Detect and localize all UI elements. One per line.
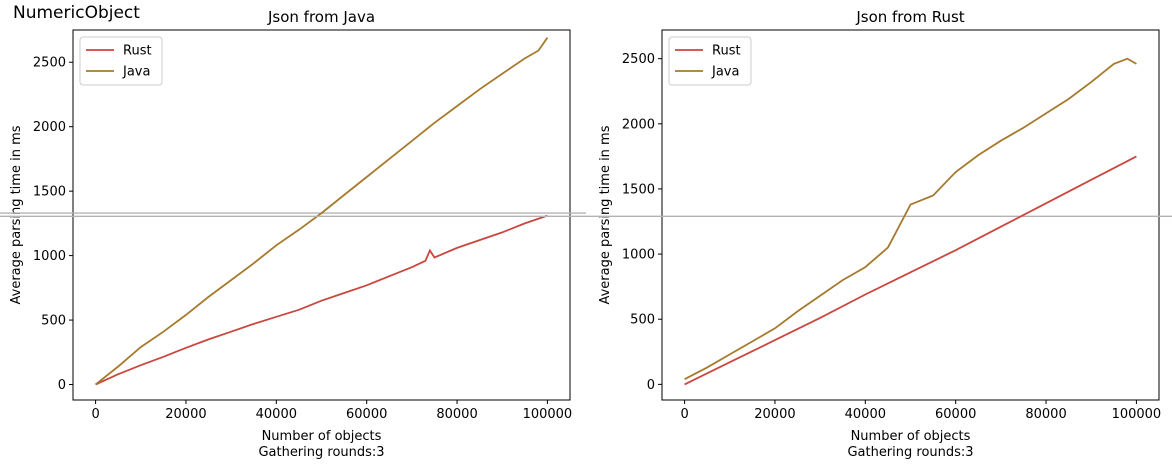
legend-entry: Rust (712, 44, 741, 59)
x-tick-label: 60000 (346, 407, 387, 422)
y-tick-label: 2500 (622, 52, 655, 67)
y-tick-label: 500 (41, 314, 66, 329)
legend-entry: Rust (123, 44, 152, 59)
legend-entry: Java (122, 65, 150, 80)
series-line-rust (95, 214, 548, 386)
figure-title: NumericObject (13, 3, 140, 23)
chart-title: Json from Rust (855, 8, 964, 26)
plot-frame (661, 29, 1160, 401)
x-tick-label: 20000 (754, 407, 795, 422)
x-tick-label: 80000 (436, 407, 477, 422)
series-line-rust (684, 155, 1137, 386)
y-tick-label: 0 (58, 378, 66, 393)
y-tick-label: 2000 (33, 120, 66, 135)
series-line-java (684, 57, 1137, 380)
chart-title: Json from Java (267, 8, 375, 26)
x-tick-label: 40000 (845, 407, 886, 422)
x-tick-label: 20000 (165, 407, 206, 422)
y-tick-label: 2000 (622, 117, 655, 132)
legend-box (668, 36, 752, 86)
y-tick-label: 1000 (33, 249, 66, 264)
x-tick-label: 60000 (935, 407, 976, 422)
x-tick-label: 100000 (523, 407, 573, 422)
y-axis-label: Average parsing time in ms (598, 125, 613, 304)
series-line-java (95, 37, 549, 386)
y-tick-label: 500 (630, 313, 655, 328)
x-tick-label: 0 (680, 407, 688, 422)
y-tick-label: 1000 (622, 248, 655, 263)
legend: Rust Java (79, 36, 163, 86)
x-axis-label: Number of objects (851, 429, 971, 444)
x-tick-label: 0 (91, 407, 99, 422)
y-tick-label: 2500 (33, 56, 66, 71)
x-axis-label: Number of objects (262, 429, 382, 444)
y-tick-label: 1500 (33, 185, 66, 200)
x-axis-sublabel: Gathering rounds:3 (258, 445, 384, 460)
y-axis-label: Average parsing time in ms (9, 125, 24, 304)
x-tick-label: 80000 (1025, 407, 1066, 422)
x-tick-label: 100000 (1112, 407, 1162, 422)
plot-frame (72, 29, 571, 401)
legend-entry: Java (711, 65, 739, 80)
y-tick-label: 0 (647, 378, 655, 393)
legend: Rust Java (668, 36, 752, 86)
x-tick-label: 40000 (256, 407, 297, 422)
x-axis-sublabel: Gathering rounds:3 (847, 445, 973, 460)
legend-box (79, 36, 163, 86)
y-tick-label: 1500 (622, 182, 655, 197)
